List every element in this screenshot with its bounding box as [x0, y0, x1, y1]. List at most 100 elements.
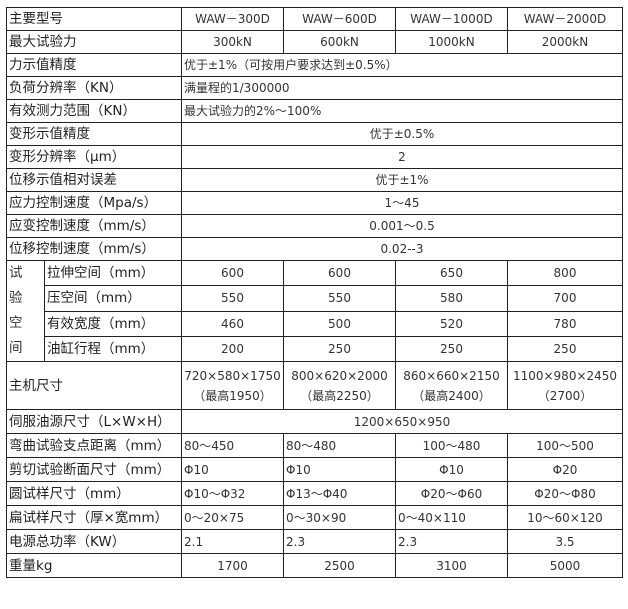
- spec-value: 800: [507, 259, 623, 287]
- spec-value: 460: [181, 310, 284, 337]
- spec-value: 0.02--3: [181, 237, 623, 261]
- spec-value: Φ13～Φ40: [283, 481, 396, 506]
- spec-value: 5000: [507, 553, 623, 578]
- spec-value: 500: [283, 310, 396, 337]
- table-row: 油缸行程（mm） 200 250 250 250: [7, 335, 623, 363]
- table-row: 圆试样尺寸（mm） Φ10～Φ32 Φ13～Φ40 Φ20～Φ60 Φ20～Φ80: [6, 481, 623, 506]
- spec-value: 最大试验力的2%～100%: [181, 99, 623, 123]
- spec-value: 1100×980×2450 （2700）: [507, 361, 623, 410]
- spec-value-line: （最高1950）: [193, 388, 272, 403]
- table-row: 有效测力范围（KN） 最大试验力的2%～100%: [6, 99, 623, 123]
- table-row: 电源总功率（KW） 2.1 2.3 2.3 3.5: [6, 529, 623, 554]
- table-row: 位移示值相对误差 优于±1%: [6, 168, 623, 192]
- table-row: 扁试样尺寸（厚×宽mm） 0～20×75 0～30×90 0～40×110 10～60×…: [6, 505, 623, 530]
- spec-value: Φ10: [395, 457, 508, 482]
- table-row: 主机尺寸 720×580×1750 （最高1950） 800×620×2000 （最高2…: [6, 361, 623, 410]
- spec-value: 580: [395, 285, 508, 312]
- table-row: 试验空间 拉伸空间（mm） 600 600 650 800: [6, 259, 623, 362]
- row-label: 重量kg: [6, 553, 182, 578]
- spec-value: 600: [283, 259, 396, 287]
- spec-value: 600kN: [283, 30, 396, 54]
- spec-value: 800×620×2000 （最高2250）: [283, 361, 396, 410]
- spec-value-line: 1100×980×2450: [512, 368, 618, 383]
- table-row: 伺服油源尺寸（L×W×H） 1200×650×950: [6, 409, 623, 434]
- model-name: WAW－300D: [181, 7, 284, 31]
- spec-value: 1000kN: [395, 30, 508, 54]
- spec-value: Φ10: [181, 457, 284, 482]
- spec-value: 650: [395, 259, 508, 287]
- spec-value: Φ20～Φ80: [507, 481, 623, 506]
- spec-value: 2000kN: [507, 30, 623, 54]
- spec-value-line: （最高2400）: [412, 388, 491, 403]
- row-label: 有效宽度（mm）: [44, 310, 182, 337]
- spec-value: 300kN: [181, 30, 284, 54]
- spec-value: 520: [395, 310, 508, 337]
- row-label: 剪切试验断面尺寸（mm）: [6, 457, 182, 482]
- spec-value: 600: [181, 259, 284, 287]
- table-row: 变形分辨率（μm） 2: [6, 145, 623, 169]
- row-label: 力示值精度: [6, 53, 182, 77]
- spec-value: 满量程的1/300000: [181, 76, 623, 100]
- spec-value: 80～480: [283, 433, 396, 458]
- table-row: 力示值精度 优于±1%（可按用户要求达到±0.5%）: [6, 53, 623, 77]
- row-label: 变形分辨率（μm）: [6, 145, 182, 169]
- spec-value-line: （2700）: [537, 388, 593, 403]
- row-label: 压空间（mm）: [44, 285, 182, 312]
- spec-value: 250: [507, 335, 623, 363]
- spec-table: 主要型号 WAW－300D WAW－600D WAW－1000D WAW－2000D 最大…: [6, 7, 623, 578]
- row-label: 应力控制速度（Mpa/s）: [6, 191, 182, 215]
- row-label: 主要型号: [6, 7, 182, 31]
- test-space-group-label: 试验空间: [6, 260, 45, 362]
- spec-value: 720×580×1750 （最高1950）: [181, 361, 284, 410]
- spec-value: 1200×650×950: [181, 409, 623, 434]
- spec-value-line: （最高2250）: [300, 388, 379, 403]
- table-row: 有效宽度（mm） 460 500 520 780: [7, 310, 623, 337]
- spec-value: 0～20×75: [181, 505, 284, 530]
- spec-value: 2.3: [283, 529, 396, 554]
- spec-value: 优于±1%（可按用户要求达到±0.5%）: [181, 53, 623, 77]
- table-row: 最大试验力 300kN 600kN 1000kN 2000kN: [6, 30, 623, 54]
- spec-value: 100～480: [395, 433, 508, 458]
- row-label: 负荷分辨率（KN）: [6, 76, 182, 100]
- spec-value: 1～45: [181, 191, 623, 215]
- row-label: 最大试验力: [6, 30, 182, 54]
- table-header-row: 主要型号 WAW－300D WAW－600D WAW－1000D WAW－2000D: [6, 7, 623, 31]
- row-label: 位移控制速度（mm/s）: [6, 237, 182, 261]
- spec-value-line: 860×660×2150: [403, 368, 500, 383]
- spec-value: 100～500: [507, 433, 623, 458]
- table-row: 弯曲试验支点距离（mm） 80～450 80～480 100～480 100～500: [6, 433, 623, 458]
- row-label: 油缸行程（mm）: [44, 335, 182, 363]
- row-label: 伺服油源尺寸（L×W×H）: [6, 409, 182, 434]
- row-label: 圆试样尺寸（mm）: [6, 481, 182, 506]
- spec-value: 250: [395, 335, 508, 363]
- spec-value: 200: [181, 335, 284, 363]
- table-row: 位移控制速度（mm/s） 0.02--3: [6, 237, 623, 261]
- spec-value: 2.1: [181, 529, 284, 554]
- row-label: 扁试样尺寸（厚×宽mm）: [6, 505, 182, 530]
- spec-value: 3100: [395, 553, 508, 578]
- table-row: 剪切试验断面尺寸（mm） Φ10 Φ10 Φ10 Φ20: [6, 457, 623, 482]
- table-row: 应力控制速度（Mpa/s） 1～45: [6, 191, 623, 215]
- spec-value: 10～60×120: [507, 505, 623, 530]
- row-label: 变形示值精度: [6, 122, 182, 146]
- spec-value: 2500: [283, 553, 396, 578]
- table-row: 重量kg 1700 2500 3100 5000: [6, 553, 623, 578]
- spec-value: Φ10～Φ32: [181, 481, 284, 506]
- spec-value: 0～30×90: [283, 505, 396, 530]
- spec-value: 550: [283, 285, 396, 312]
- spec-value: 860×660×2150 （最高2400）: [395, 361, 508, 410]
- model-name: WAW－1000D: [395, 7, 508, 31]
- spec-value: Φ20: [507, 457, 623, 482]
- row-label: 主机尺寸: [6, 361, 182, 410]
- model-name: WAW－2000D: [507, 7, 623, 31]
- spec-value: Φ10: [283, 457, 396, 482]
- table-row: 压空间（mm） 550 550 580 700: [7, 285, 623, 312]
- spec-value-line: 720×580×1750: [184, 368, 281, 383]
- spec-value: 2: [181, 145, 623, 169]
- spec-value: 700: [507, 285, 623, 312]
- spec-value: 80～450: [181, 433, 284, 458]
- spec-value: 3.5: [507, 529, 623, 554]
- spec-value: 550: [181, 285, 284, 312]
- table-row: 负荷分辨率（KN） 满量程的1/300000: [6, 76, 623, 100]
- spec-value: Φ20～Φ60: [395, 481, 508, 506]
